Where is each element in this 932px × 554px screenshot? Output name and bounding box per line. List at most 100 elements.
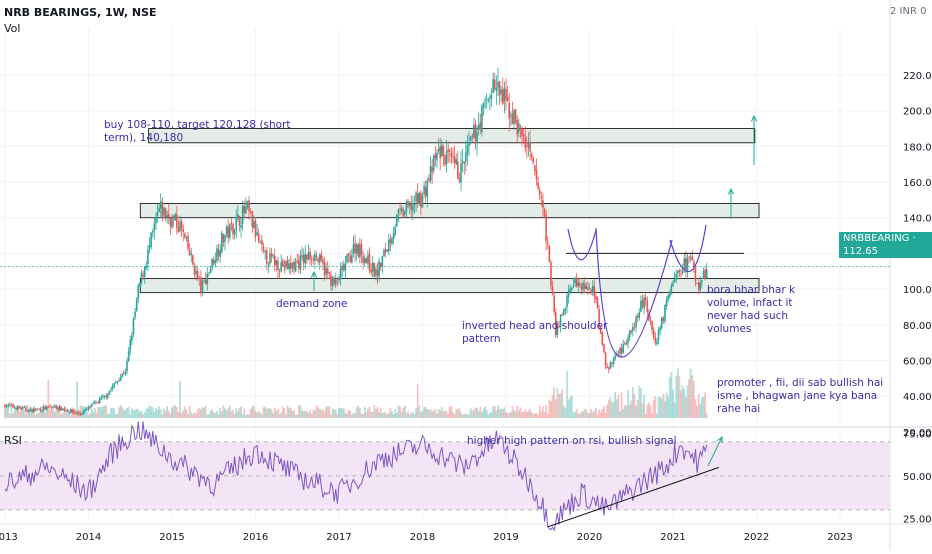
candle-body — [569, 288, 572, 292]
volume-bar — [248, 414, 250, 418]
volume-bar — [171, 407, 173, 418]
volume-bar — [503, 407, 506, 418]
candle-body — [245, 206, 247, 214]
volume-bar — [522, 411, 525, 418]
candle-body — [240, 225, 242, 228]
candle-body — [63, 408, 66, 411]
candle-body — [18, 406, 21, 409]
candle-body — [405, 201, 408, 213]
volume-bar — [379, 408, 382, 418]
volume-bar — [603, 406, 605, 418]
rsi-trendline[interactable] — [547, 466, 720, 528]
volume-bar — [301, 410, 303, 418]
candle-body — [155, 218, 157, 224]
volume-bar — [238, 408, 241, 418]
candle-body — [368, 253, 371, 271]
candle-body — [334, 279, 337, 285]
volume-bar — [513, 409, 515, 418]
candle-body — [656, 341, 658, 344]
candle-body — [603, 344, 605, 353]
candle-body — [424, 187, 427, 196]
target-arrow-head — [310, 270, 318, 278]
volume-bar — [50, 410, 53, 418]
volume-bar — [289, 407, 292, 418]
volume-bar — [559, 393, 562, 418]
zone-rectangle[interactable] — [139, 203, 760, 219]
zone-rectangle[interactable] — [139, 277, 760, 294]
volume-bar — [505, 412, 507, 418]
volume-bar — [378, 412, 381, 418]
volume-bar — [158, 406, 161, 418]
volume-bar — [299, 405, 302, 418]
candle-body — [346, 254, 348, 262]
zone-rectangle[interactable] — [148, 128, 756, 144]
candle-body — [510, 115, 512, 116]
candle-body — [391, 238, 393, 244]
volume-bar — [609, 397, 612, 418]
candle-body — [400, 207, 403, 211]
volume-bar — [163, 408, 165, 418]
volume-bar — [140, 411, 143, 418]
candle-body — [171, 216, 173, 228]
volume-bar — [291, 410, 294, 418]
rsi-tick-label: 50.00 — [903, 472, 932, 483]
volume-bar — [672, 389, 674, 418]
volume-bar — [456, 409, 459, 418]
volume-bar — [297, 405, 300, 418]
volume-bar — [108, 414, 111, 418]
candle-body — [92, 403, 95, 404]
volume-bar — [230, 411, 233, 418]
candle-body — [538, 189, 541, 195]
volume-bar — [468, 414, 470, 418]
volume-bar — [132, 410, 135, 418]
pattern-arc[interactable] — [567, 228, 597, 261]
volume-bar — [607, 399, 610, 418]
candle-body — [482, 102, 485, 108]
volume-bar — [460, 412, 462, 418]
volume-bar — [302, 411, 305, 418]
volume-bar — [598, 409, 601, 418]
volume-bar — [474, 407, 477, 418]
candle-body — [159, 201, 162, 209]
volume-bar — [130, 408, 133, 418]
candle-body — [326, 268, 329, 274]
volume-bar — [126, 408, 128, 418]
candle-body — [636, 315, 639, 318]
volume-bar — [495, 410, 498, 418]
volume-label[interactable]: Vol — [4, 22, 21, 35]
pattern-arc[interactable] — [595, 227, 673, 358]
volume-bar — [376, 406, 379, 418]
volume-bar — [167, 410, 170, 418]
pattern-note: inverted head and shoulder pattern — [462, 320, 608, 345]
volume-bar — [44, 412, 47, 418]
candle-body — [328, 272, 331, 274]
candle-body — [164, 208, 167, 218]
volume-bar — [453, 414, 456, 418]
candle-body — [678, 270, 681, 273]
volume-bar — [198, 407, 201, 418]
volume-bar — [407, 411, 409, 418]
candle-body — [126, 360, 128, 372]
volume-bar — [200, 409, 202, 418]
volume-bar — [273, 407, 276, 418]
volume-bar — [103, 405, 106, 418]
volume-bar — [395, 413, 398, 418]
candle-body — [17, 406, 19, 410]
target-arrow[interactable] — [707, 436, 723, 467]
volume-bar — [558, 393, 560, 418]
rsi-label[interactable]: RSI — [4, 434, 22, 447]
volume-bar — [572, 412, 575, 418]
volume-bar — [34, 414, 37, 418]
volume-bar — [521, 411, 523, 418]
candle-body — [500, 90, 502, 94]
volume-bar — [416, 383, 419, 418]
volume-bar — [357, 405, 360, 418]
pattern-arc[interactable] — [669, 224, 707, 273]
candle-body — [79, 413, 82, 415]
candle-body — [667, 295, 669, 300]
volume-bar — [325, 407, 328, 418]
volume-bar — [265, 408, 268, 418]
volume-bar — [697, 394, 700, 418]
candle-body — [571, 287, 573, 290]
